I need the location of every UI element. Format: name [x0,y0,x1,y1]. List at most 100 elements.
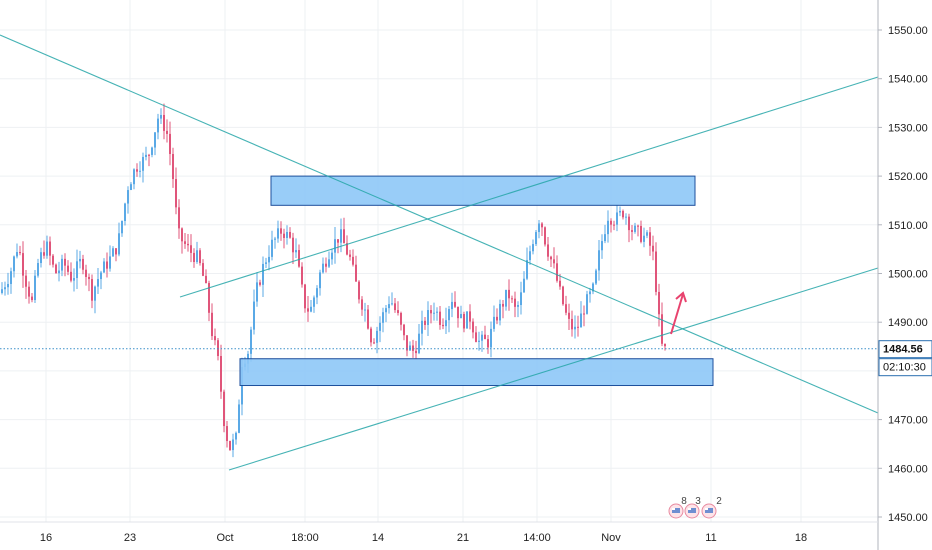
candle-down [658,291,660,315]
candle-up [286,231,288,238]
candle-up [46,241,48,256]
candle-down [88,276,90,280]
candle-up [277,228,279,239]
candle-up [322,263,324,273]
candle-up [124,203,126,221]
candle-up [121,220,123,234]
candle-up [592,283,594,292]
candle-down [403,324,405,336]
candle-up [139,170,141,172]
candle-down [541,223,543,228]
candle-down [283,233,285,238]
candle-up [130,184,132,191]
candle-down [412,345,414,351]
candle-up [151,147,153,155]
countdown-label: 02:10:30 [883,362,926,374]
candle-up [634,225,636,232]
resistance-zone[interactable] [270,175,696,206]
trendlines[interactable] [0,34,879,471]
candle-up [607,220,609,235]
candle-down [487,339,489,348]
candle-down [424,320,426,325]
candle-up [619,210,621,213]
candle-up [520,292,522,306]
candle-down [358,281,360,300]
event-flag-icon[interactable] [684,503,700,519]
candle-down [400,312,402,325]
candle-up [127,190,129,204]
support-zone[interactable] [239,358,714,387]
candle-down [169,133,171,155]
candle-down [226,426,228,442]
candle-up [73,278,75,281]
candle-up [76,261,78,279]
candle-up [103,261,105,273]
candle-down [49,241,51,256]
event-flag-icon[interactable] [668,503,684,519]
candle-down [430,310,432,314]
candle-down [502,303,504,307]
price-tick-label: 1470.00 [888,415,928,427]
candle-down [280,228,282,234]
candle-down [508,289,510,299]
candle-down [325,263,327,267]
candle-up [388,304,390,309]
candle-down [346,243,348,255]
candle-down [442,324,444,327]
candle-up [235,432,237,440]
candle-down [469,311,471,322]
candle-up [142,156,144,171]
candle-down [349,254,351,257]
candle-up [265,262,267,264]
candle-down [361,299,363,310]
time-tick-label: 18:00 [291,532,319,544]
candle-up [61,258,63,271]
candle-up [499,303,501,321]
candle-down [583,313,585,315]
candle-down [163,114,165,131]
time-tick-label: 11 [705,532,716,544]
candle-down [70,271,72,281]
candle-down [577,326,579,328]
descending-trendline[interactable] [0,34,879,414]
candle-up [436,311,438,313]
time-tick-label: 14:00 [523,532,551,544]
rising-channel-top[interactable] [179,76,879,298]
price-tick-label: 1550.00 [888,25,928,37]
candle-down [304,284,306,309]
candle-up [37,263,39,276]
candle-up [448,309,450,321]
candle-up [253,301,255,330]
candle-down [439,311,441,325]
rising-channel-bottom[interactable] [228,267,879,471]
candle-down [514,298,516,307]
candle-up [493,316,495,329]
candle-up [154,132,156,148]
candle-up [40,252,42,264]
candle-up [382,312,384,323]
candle-up [589,291,591,295]
candle-up [445,320,447,327]
candle-down [217,340,219,357]
candle-down [214,336,216,341]
candle-down [259,282,261,285]
candle-down [655,251,657,292]
candle-up [376,330,378,343]
candle-down [568,312,570,319]
candle-down [571,318,573,330]
zones[interactable] [239,175,714,387]
candle-down [181,228,183,242]
candle-down [199,250,201,264]
candle-up [316,288,318,298]
candle-up [238,404,240,433]
arrow-head-icon [675,291,687,303]
price-tick-label: 1510.00 [888,220,928,232]
candle-up [427,310,429,325]
candle-up [100,272,102,280]
candle-up [385,308,387,313]
candle-up [274,238,276,240]
event-flag-icon[interactable] [701,503,717,519]
candle-up [601,241,603,251]
